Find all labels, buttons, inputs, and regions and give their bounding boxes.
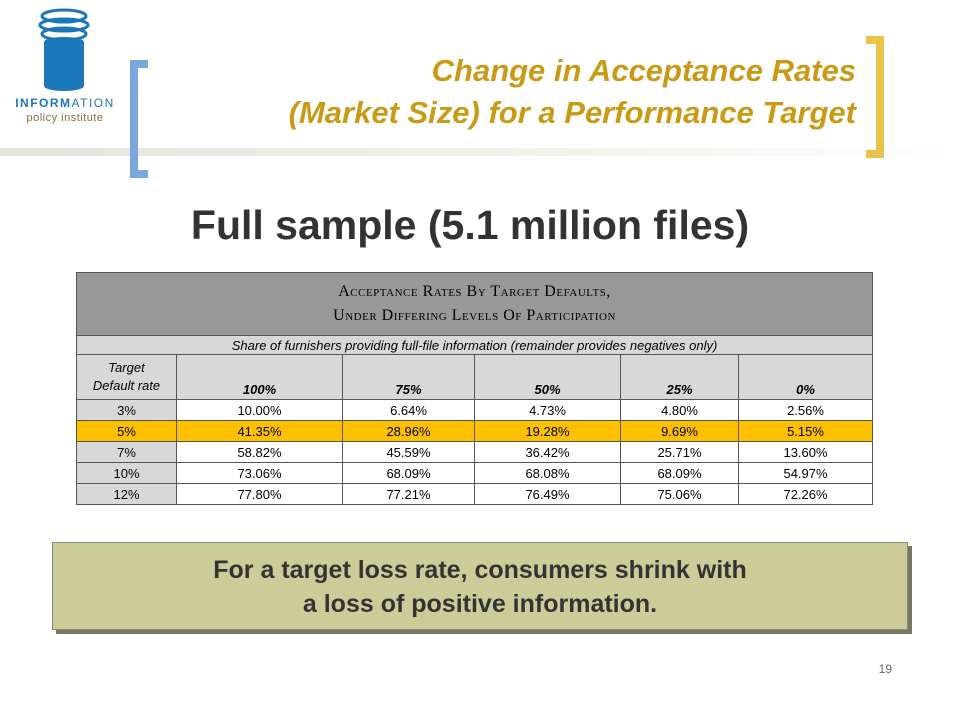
column-header: 75% bbox=[342, 354, 475, 400]
table-cell: 77.21% bbox=[342, 483, 475, 505]
table-row: 10% 73.06% 68.09% 68.08% 68.09% 54.97% bbox=[76, 462, 874, 484]
logo-subline: policy institute bbox=[26, 112, 104, 124]
table-cell: 25.71% bbox=[620, 441, 739, 463]
column-header-row: Target Default rate 100% 75% 50% 25% 0% bbox=[76, 354, 874, 400]
share-label-row: Share of furnishers providing full-file … bbox=[75, 335, 874, 355]
logo-word-bold: INFORM bbox=[15, 96, 72, 110]
right-bracket bbox=[866, 36, 884, 158]
title-line-1: Change in Acceptance Rates bbox=[431, 53, 856, 88]
logo-wordmark: INFORMATION bbox=[10, 96, 120, 110]
table-caption: Acceptance Rates By Target Defaults, Und… bbox=[75, 272, 874, 336]
column-header: 50% bbox=[474, 354, 621, 400]
table-cell: 5.15% bbox=[737, 420, 874, 442]
slide-title: Change in Acceptance Rates (Market Size)… bbox=[289, 50, 856, 134]
table-cell: 54.97% bbox=[737, 462, 874, 484]
logo-icon bbox=[38, 8, 90, 91]
table-cell: 72.26% bbox=[737, 483, 874, 505]
page-number: 19 bbox=[878, 662, 892, 676]
row-header-line-1: Target bbox=[108, 360, 145, 375]
table-row: 3% 10.00% 6.64% 4.73% 4.80% 2.56% bbox=[76, 399, 874, 421]
table-row-highlighted: 5% 41.35% 28.96% 19.28% 9.69% 5.15% bbox=[76, 420, 874, 442]
caption-line-2: Under Differing Levels Of Participation bbox=[333, 307, 616, 324]
row-label: 12% bbox=[76, 483, 177, 505]
table-cell: 13.60% bbox=[737, 441, 874, 463]
slide-subtitle: Full sample (5.1 million files) bbox=[190, 202, 750, 248]
header-rule bbox=[0, 148, 960, 156]
table-cell: 36.42% bbox=[474, 441, 621, 463]
table-cell: 6.64% bbox=[342, 399, 475, 421]
caption-line-1: Acceptance Rates By Target Defaults, bbox=[338, 283, 611, 300]
table-caption-row: Acceptance Rates By Target Defaults, Und… bbox=[75, 272, 874, 336]
table-cell: 68.09% bbox=[620, 462, 739, 484]
logo-word-light: ATION bbox=[71, 96, 115, 110]
column-header: 100% bbox=[176, 354, 343, 400]
table-cell: 4.73% bbox=[474, 399, 621, 421]
row-label: 3% bbox=[76, 399, 177, 421]
column-header: 0% bbox=[737, 354, 874, 400]
table-cell: 4.80% bbox=[620, 399, 739, 421]
table-row: 12% 77.80% 77.21% 76.49% 75.06% 72.26% bbox=[76, 483, 874, 505]
table-cell: 68.09% bbox=[342, 462, 475, 484]
share-label: Share of furnishers providing full-file … bbox=[75, 335, 874, 355]
row-label: 5% bbox=[76, 420, 177, 442]
table-cell: 58.82% bbox=[176, 441, 343, 463]
acceptance-table: Acceptance Rates By Target Defaults, Und… bbox=[75, 272, 874, 505]
callout-line-1: For a target loss rate, consumers shrink… bbox=[213, 556, 747, 584]
logo: INFORMATION policy institute bbox=[10, 8, 120, 138]
table-cell: 9.69% bbox=[620, 420, 739, 442]
table-cell: 41.35% bbox=[176, 420, 343, 442]
title-line-2: (Market Size) for a Performance Target bbox=[288, 95, 856, 130]
row-label: 7% bbox=[76, 441, 177, 463]
table-cell: 2.56% bbox=[737, 399, 874, 421]
table-cell: 76.49% bbox=[474, 483, 621, 505]
table-cell: 45.59% bbox=[342, 441, 475, 463]
row-header-line-2: Default rate bbox=[92, 378, 161, 393]
left-bracket bbox=[130, 60, 148, 178]
column-header: 25% bbox=[620, 354, 739, 400]
callout-line-2: a loss of positive information. bbox=[302, 590, 658, 618]
table-row: 7% 58.82% 45.59% 36.42% 25.71% 13.60% bbox=[76, 441, 874, 463]
table-cell: 75.06% bbox=[620, 483, 739, 505]
row-label: 10% bbox=[76, 462, 177, 484]
callout-box: For a target loss rate, consumers shrink… bbox=[52, 542, 908, 630]
table-cell: 19.28% bbox=[474, 420, 621, 442]
row-header-cell: Target Default rate bbox=[76, 354, 177, 400]
table-cell: 28.96% bbox=[342, 420, 475, 442]
table-cell: 73.06% bbox=[176, 462, 343, 484]
table-cell: 77.80% bbox=[176, 483, 343, 505]
table-cell: 10.00% bbox=[176, 399, 343, 421]
acceptance-table-wrap: Acceptance Rates By Target Defaults, Und… bbox=[75, 272, 874, 505]
table-cell: 68.08% bbox=[474, 462, 621, 484]
